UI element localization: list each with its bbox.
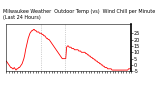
Text: Milwaukee Weather  Outdoor Temp (vs)  Wind Chill per Minute (Last 24 Hours): Milwaukee Weather Outdoor Temp (vs) Wind… [3, 9, 156, 19]
